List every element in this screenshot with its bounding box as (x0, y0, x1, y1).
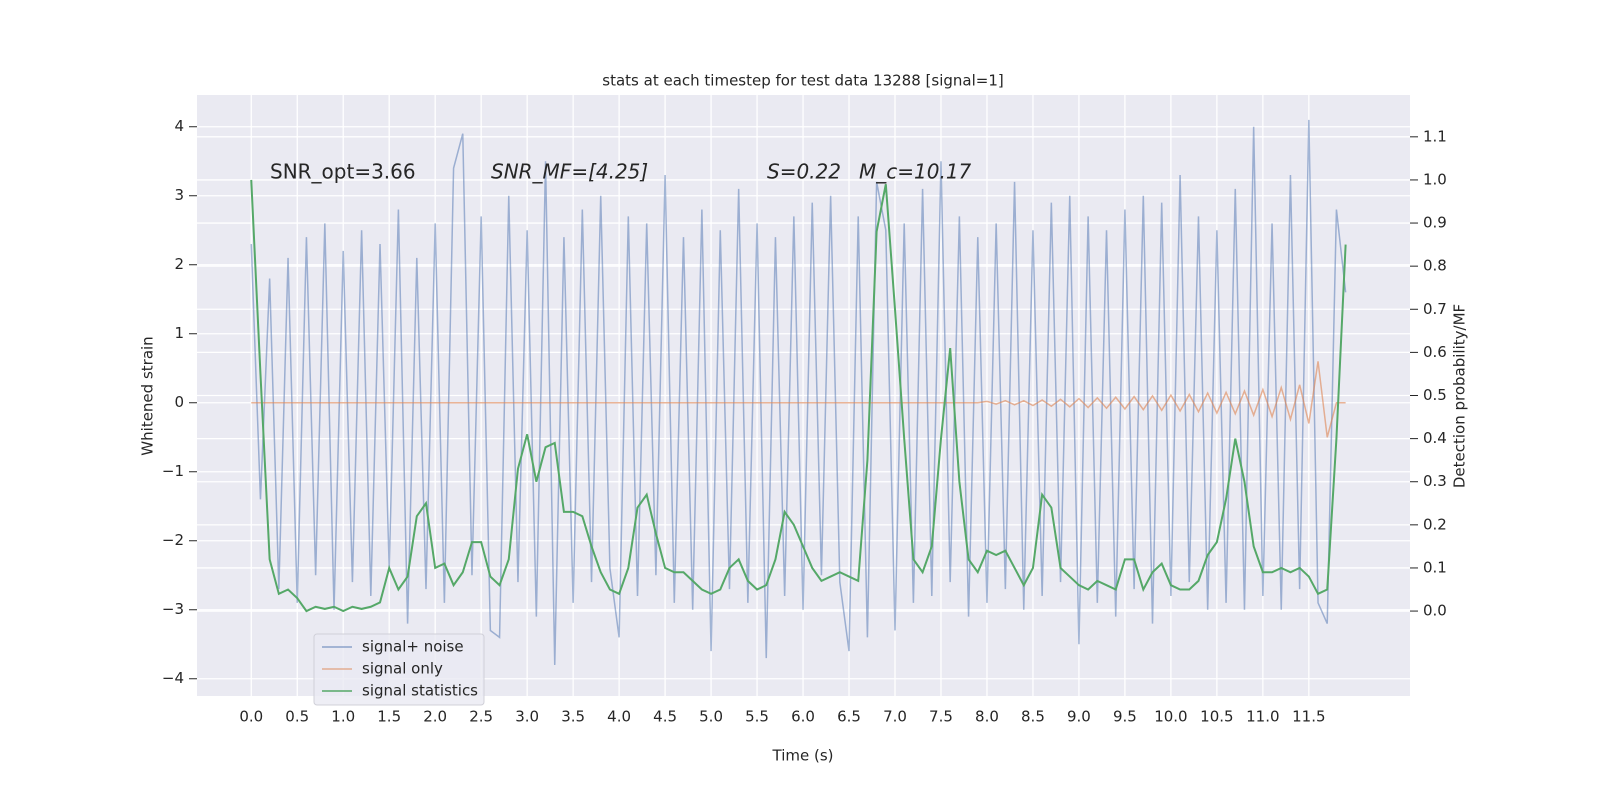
legend-label: signal+ noise (362, 638, 464, 656)
y-tick-label: −3 (162, 600, 184, 618)
y2-tick-label: 0.1 (1423, 558, 1447, 576)
y-tick-label: 1 (174, 324, 184, 342)
y-tick-label: −4 (162, 669, 184, 687)
x-tick-label: 2.0 (423, 708, 447, 726)
x-tick-label: 9.0 (1067, 708, 1091, 726)
x-tick-label: 7.0 (883, 708, 907, 726)
y-tick-label: −2 (162, 531, 184, 549)
x-tick-label: 4.0 (607, 708, 631, 726)
x-tick-label: 4.5 (653, 708, 677, 726)
x-tick-label: 6.5 (837, 708, 861, 726)
legend-label: signal only (362, 660, 443, 678)
y2-axis-label: Detection probability/MF (1451, 304, 1469, 488)
x-tick-label: 1.0 (331, 708, 355, 726)
y2-tick-label: 0.3 (1423, 472, 1447, 490)
y2-tick-label: 1.0 (1423, 170, 1447, 188)
x-tick-label: 3.5 (561, 708, 585, 726)
y-axis-label: Whitened strain (139, 336, 157, 455)
y2-tick-label: 0.0 (1423, 602, 1447, 620)
y-tick-label: 4 (174, 117, 184, 135)
x-tick-label: 2.5 (469, 708, 493, 726)
y2-tick-label: 1.1 (1423, 127, 1447, 145)
x-tick-label: 1.5 (377, 708, 401, 726)
x-tick-label: 9.5 (1113, 708, 1137, 726)
x-tick-label: 3.0 (515, 708, 539, 726)
x-tick-label: 11.5 (1292, 708, 1325, 726)
y2-tick-label: 0.8 (1423, 257, 1447, 275)
y-tick-label: 2 (174, 255, 184, 273)
legend-box (313, 633, 485, 706)
x-tick-label: 10.5 (1200, 708, 1233, 726)
series-line (250, 119, 1347, 665)
y2-tick-label: 0.9 (1423, 214, 1447, 232)
x-tick-label: 5.5 (745, 708, 769, 726)
y2-tick-label: 0.4 (1423, 429, 1447, 447)
annotation: S=0.22 (767, 160, 841, 184)
y-tick-label: 3 (174, 186, 184, 204)
x-tick-label: 7.5 (929, 708, 953, 726)
series-line (251, 361, 1346, 438)
chart-title: stats at each timestep for test data 132… (602, 72, 1003, 90)
y-tick-label: 0 (174, 393, 184, 411)
x-tick-label: 8.5 (1021, 708, 1045, 726)
x-tick-label: 6.0 (791, 708, 815, 726)
x-axis-label: Time (s) (772, 747, 834, 765)
y2-tick-label: 0.7 (1423, 300, 1447, 318)
series-line (250, 179, 1347, 613)
x-tick-label: 10.0 (1154, 708, 1187, 726)
y2-tick-label: 0.6 (1423, 343, 1447, 361)
y2-tick-label: 0.5 (1423, 386, 1447, 404)
annotation: SNR_opt=3.66 (270, 160, 416, 184)
y-tick-label: −1 (162, 462, 184, 480)
x-tick-label: 0.5 (285, 708, 309, 726)
annotation: SNR_MF=[4.25] (491, 160, 648, 184)
x-tick-label: 11.0 (1246, 708, 1279, 726)
annotation: M_c=10.17 (859, 160, 972, 184)
x-tick-label: 5.0 (699, 708, 723, 726)
x-tick-label: 0.0 (239, 708, 263, 726)
legend-label: signal statistics (362, 682, 478, 700)
y2-tick-label: 0.2 (1423, 515, 1447, 533)
x-tick-label: 8.0 (975, 708, 999, 726)
